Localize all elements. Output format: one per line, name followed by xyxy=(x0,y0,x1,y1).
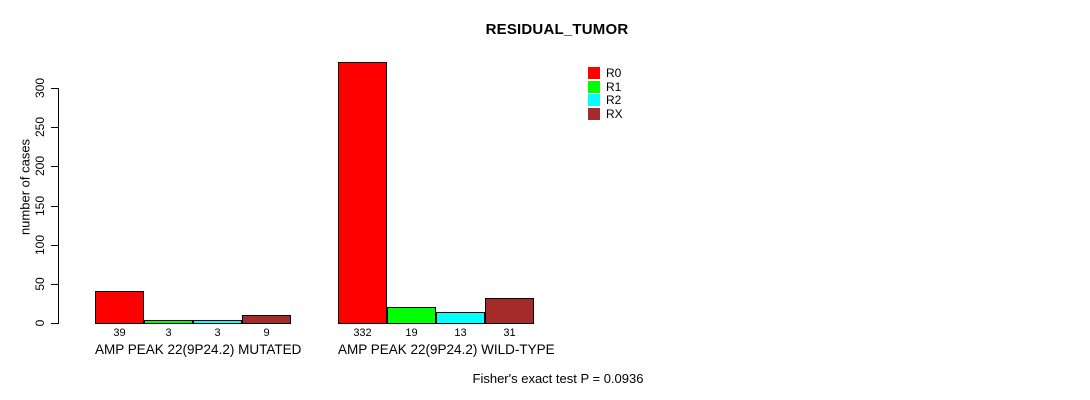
y-axis-tick xyxy=(51,166,58,168)
bar-value-R1-group2: 19 xyxy=(405,327,418,339)
category-label-group2: AMP PEAK 22(9P24.2) WILD-TYPE xyxy=(338,342,555,357)
legend-label-R0: R0 xyxy=(606,65,622,80)
y-axis-title: number of cases xyxy=(17,138,33,236)
y-axis-tick-label: 250 xyxy=(33,117,47,138)
y-axis-tick-label: 50 xyxy=(33,277,47,291)
bar-R1-group1 xyxy=(144,320,193,324)
legend-label-R1: R1 xyxy=(606,79,622,94)
y-axis-line xyxy=(58,88,59,324)
bar-R0-group1 xyxy=(95,291,144,324)
y-axis-tick xyxy=(51,127,58,129)
bar-R1-group2 xyxy=(387,307,436,324)
legend-row-R2: R2 xyxy=(588,93,623,107)
legend-swatch-RX xyxy=(588,107,600,120)
y-axis-tick-label: 300 xyxy=(33,77,47,99)
legend-swatch-R1 xyxy=(588,80,600,93)
legend-row-RX: RX xyxy=(588,107,623,121)
bar-value-R1-group1: 3 xyxy=(165,327,172,339)
bar-RX-group1 xyxy=(242,315,291,324)
bar-value-RX-group1: 9 xyxy=(263,327,270,339)
legend-row-R0: R0 xyxy=(588,66,623,80)
legend-row-R1: R1 xyxy=(588,80,623,94)
bar-value-R0-group2: 332 xyxy=(353,327,372,339)
legend-swatch-R0 xyxy=(588,66,600,79)
bar-value-R2-group2: 13 xyxy=(454,327,467,339)
chart-title: RESIDUAL_TUMOR xyxy=(485,21,629,38)
bar-R2-group2 xyxy=(436,312,485,324)
y-axis-tick-label: 100 xyxy=(33,234,47,255)
bar-R0-group2 xyxy=(338,62,387,324)
y-axis-tick-label: 0 xyxy=(33,319,47,327)
bar-value-R0-group1: 39 xyxy=(113,327,126,339)
y-axis-tick xyxy=(51,205,58,207)
y-axis-tick xyxy=(51,283,58,285)
legend-label-R2: R2 xyxy=(606,93,622,108)
y-axis-tick-label: 200 xyxy=(33,156,47,177)
y-axis-tick xyxy=(51,244,58,246)
y-axis-tick xyxy=(51,323,58,324)
y-axis-tick-label: 150 xyxy=(33,195,47,216)
legend-label-RX: RX xyxy=(606,106,623,121)
bar-RX-group2 xyxy=(485,298,534,324)
bar-value-RX-group2: 31 xyxy=(503,327,516,339)
fisher-test-annotation: Fisher's exact test P = 0.0936 xyxy=(472,371,644,386)
bar-value-R2-group1: 3 xyxy=(214,327,221,339)
y-axis-tick xyxy=(51,88,58,89)
legend-swatch-R2 xyxy=(588,94,600,107)
legend: R0 R1 R2 RX xyxy=(588,66,623,121)
bar-R2-group1 xyxy=(193,320,242,324)
category-label-group1: AMP PEAK 22(9P24.2) MUTATED xyxy=(95,342,302,357)
